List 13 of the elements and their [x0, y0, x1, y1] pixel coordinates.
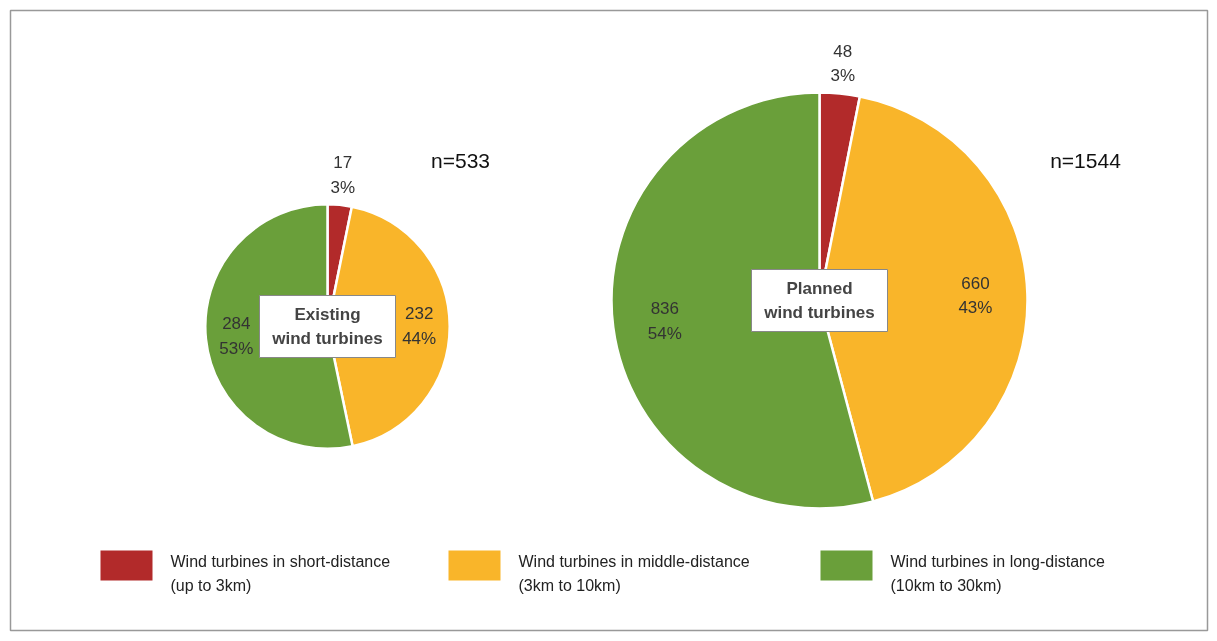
- text: n=533: [431, 149, 490, 172]
- text: Planned wind turbines: [763, 278, 875, 323]
- data-label: 284 53%: [219, 314, 254, 358]
- data-label: 17 3%: [330, 153, 356, 197]
- legend-label: Wind turbines in middle-distance (3km to 10km): [518, 552, 750, 595]
- legend-label: Wind turbines in short-distance (up to 3km): [170, 552, 391, 595]
- data-label: 660 43%: [958, 273, 993, 318]
- text: Existing wind turbines: [271, 304, 383, 349]
- legend-label: Wind turbines in long-distance (10km to 30km): [890, 552, 1105, 595]
- data-label: 836 54%: [647, 298, 682, 343]
- text: n=1544: [1050, 149, 1122, 172]
- data-label: 48 3%: [830, 41, 855, 86]
- data-label: 232 44%: [402, 304, 437, 349]
